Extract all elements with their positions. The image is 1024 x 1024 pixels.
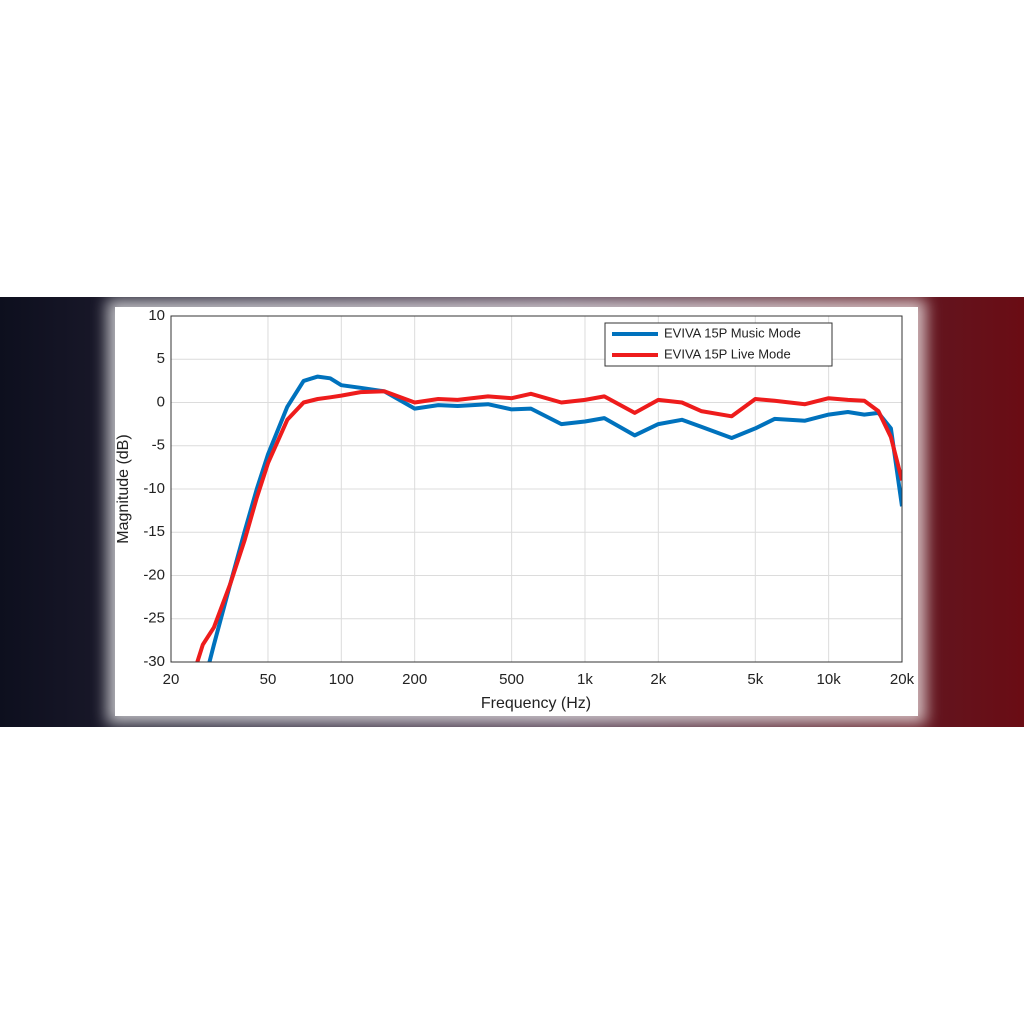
y-axis-label: Magnitude (dB) <box>115 434 132 543</box>
legend-label: EVIVA 15P Live Mode <box>664 346 791 361</box>
plot-frame <box>170 315 903 663</box>
x-axis-label: Frequency (Hz) <box>481 695 591 712</box>
x-tick-label: 1k <box>577 671 593 688</box>
y-tick-label: -25 <box>143 610 165 627</box>
series-line <box>207 374 902 662</box>
x-tick-label: 10k <box>817 671 842 688</box>
y-tick-label: 0 <box>157 393 165 410</box>
legend-label: EVIVA 15P Music Mode <box>664 325 801 340</box>
x-tick-label: 200 <box>402 671 427 688</box>
y-tick-label: -30 <box>143 653 165 670</box>
x-tick-label: 5k <box>747 671 763 688</box>
lines <box>195 374 902 662</box>
x-tick-label: 100 <box>329 671 354 688</box>
x-tick-label: 2k <box>650 671 666 688</box>
y-tick-label: -5 <box>152 437 165 454</box>
y-tick-label: -15 <box>143 523 165 540</box>
x-tick-label: 20k <box>890 671 915 688</box>
x-tick-label: 50 <box>260 671 277 688</box>
legend <box>604 322 833 367</box>
y-tick-label: -20 <box>143 566 165 583</box>
x-tick-label: 20 <box>163 671 180 688</box>
y-tick-label: -10 <box>143 480 165 497</box>
x-tick-label: 500 <box>499 671 524 688</box>
series-line <box>195 389 902 662</box>
y-tick-label: 10 <box>148 307 165 324</box>
y-tick-label: 5 <box>157 350 165 367</box>
